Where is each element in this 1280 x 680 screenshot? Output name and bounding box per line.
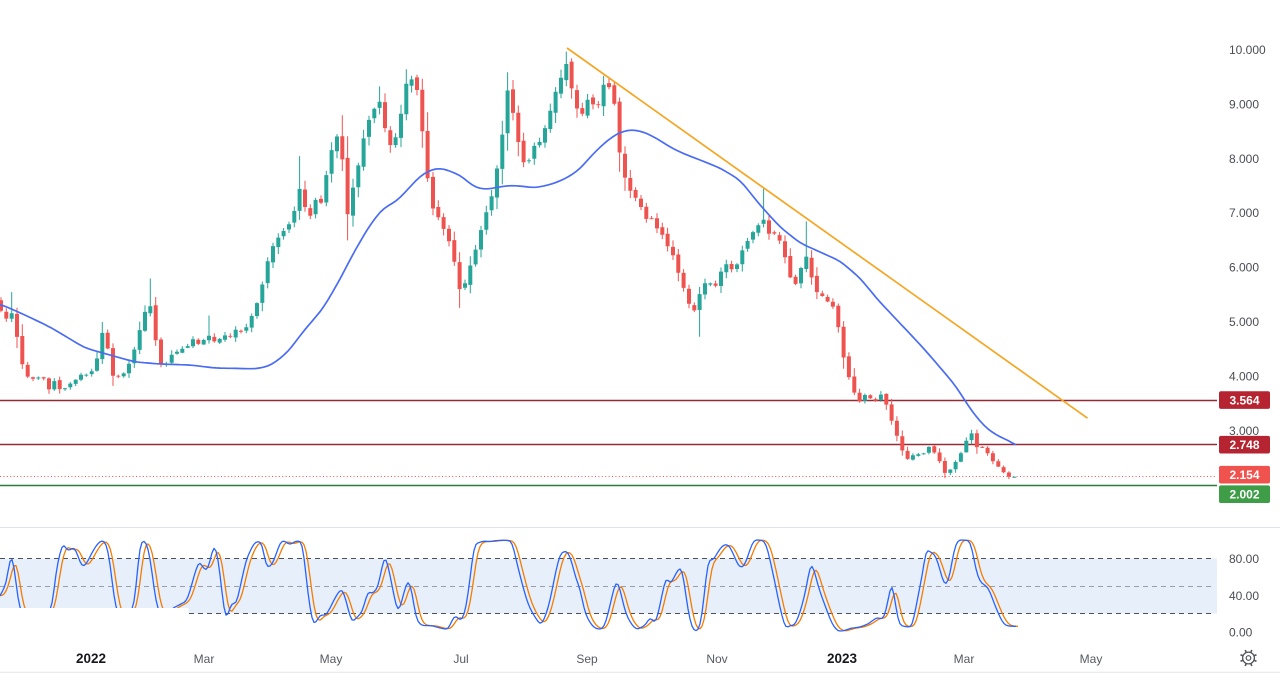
svg-text:Mar: Mar: [954, 652, 975, 666]
svg-text:10.000: 10.000: [1229, 43, 1266, 57]
svg-text:0.00: 0.00: [1229, 626, 1253, 640]
svg-text:40.00: 40.00: [1229, 589, 1259, 603]
svg-text:Sep: Sep: [576, 652, 598, 666]
svg-text:Jul: Jul: [453, 652, 468, 666]
svg-text:2023: 2023: [827, 651, 858, 666]
svg-text:8.000: 8.000: [1229, 152, 1259, 166]
svg-text:3.000: 3.000: [1229, 424, 1259, 438]
svg-text:May: May: [320, 652, 343, 666]
svg-text:2.154: 2.154: [1229, 468, 1259, 482]
svg-text:4.000: 4.000: [1229, 369, 1259, 383]
svg-text:5.000: 5.000: [1229, 315, 1259, 329]
svg-text:2022: 2022: [76, 651, 106, 666]
svg-text:7.000: 7.000: [1229, 206, 1259, 220]
svg-text:9.000: 9.000: [1229, 97, 1259, 111]
svg-text:2.002: 2.002: [1229, 488, 1259, 502]
svg-text:2.748: 2.748: [1229, 438, 1259, 452]
svg-text:3.564: 3.564: [1229, 393, 1259, 407]
svg-text:May: May: [1080, 652, 1103, 666]
svg-text:Nov: Nov: [706, 652, 727, 666]
svg-text:6.000: 6.000: [1229, 261, 1259, 275]
svg-text:80.00: 80.00: [1229, 552, 1259, 566]
svg-text:Mar: Mar: [194, 652, 215, 666]
